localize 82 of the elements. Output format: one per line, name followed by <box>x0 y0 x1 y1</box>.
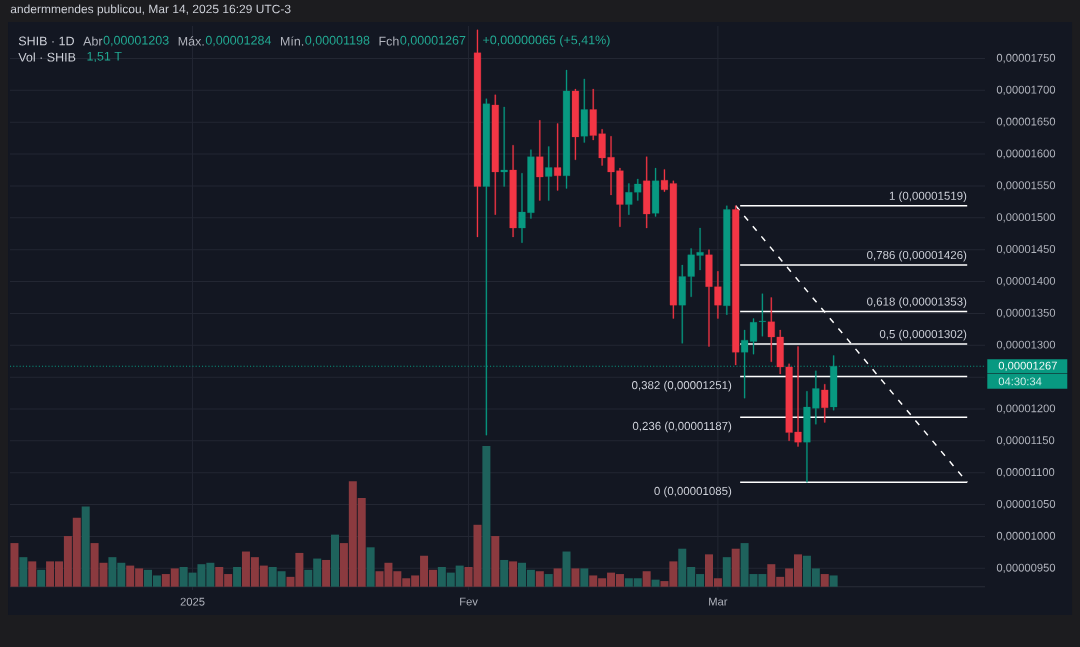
x-tick-label: Mar <box>709 597 728 606</box>
candlestick <box>554 123 562 191</box>
y-tick-label: 0,00001350 <box>996 308 1056 319</box>
bar <box>642 571 651 587</box>
y-tick-label: 0,00001750 <box>996 53 1056 64</box>
candlestick <box>545 146 553 201</box>
series-label: 0,786 (0,00001426) <box>867 250 967 262</box>
bar <box>500 559 509 587</box>
candlestick <box>509 145 517 238</box>
candlestick <box>821 384 829 423</box>
candlestick <box>732 205 740 366</box>
y-tick-label: 0,00001050 <box>996 499 1056 510</box>
y-tick-label: 0,00001100 <box>996 468 1055 478</box>
bar <box>722 557 731 587</box>
ref-line-label: 0,00001267 <box>998 361 1057 371</box>
bar <box>482 446 491 587</box>
text: SHIB · 1D <box>18 36 74 46</box>
series-label: 1 (0,00001519) <box>889 191 967 203</box>
series-label: 0,618 (0,00001353) <box>867 297 967 308</box>
candlestick <box>562 69 571 189</box>
annotation: 0,00001203 <box>103 35 169 47</box>
bar <box>820 574 829 587</box>
bar <box>829 575 838 587</box>
bar <box>535 571 544 587</box>
candlestick <box>473 29 482 238</box>
y-tick-label: 0,00001500 <box>996 213 1056 223</box>
annotation: Máx. <box>178 36 204 46</box>
series-label: 0 (0,00001085) <box>654 486 732 498</box>
series-label: 0,5 (0,00001302) <box>879 329 967 341</box>
candlestick <box>500 106 508 187</box>
bar <box>366 547 375 587</box>
candlestick <box>580 78 588 143</box>
annotation: 0,00001198 <box>305 35 370 47</box>
text: andermmendes publicou, Mar 14, 2025 16:29 UTC-3 <box>10 4 291 16</box>
y-tick-label: 0,00001000 <box>996 531 1056 542</box>
candlestick <box>652 167 660 217</box>
y-tick-label: 0,00001300 <box>996 340 1056 350</box>
bar <box>10 543 19 587</box>
candlestick <box>723 205 731 315</box>
series-label: 0,382 (0,00001251) <box>631 380 732 392</box>
annotation: Abr <box>83 36 103 46</box>
series-label: 0,236 (0,00001187) <box>632 421 732 433</box>
annotation: +0,00000065 (+5,41%) <box>483 35 610 47</box>
candlestick <box>571 88 579 160</box>
candlestick <box>536 120 544 201</box>
y-tick-label: 0,00000950 <box>996 563 1056 573</box>
bar <box>81 506 90 587</box>
y-tick-label: 0,00001600 <box>996 149 1056 159</box>
candlestick <box>643 156 651 229</box>
annotation: 0,00001284 <box>205 35 272 47</box>
bar <box>562 551 571 587</box>
bar <box>580 568 589 587</box>
y-tick-label: 0,00001200 <box>996 404 1056 414</box>
candlestick <box>758 293 766 337</box>
annotation: Fch <box>379 36 399 46</box>
y-tick-label: 0,00001400 <box>996 276 1056 287</box>
bar <box>651 579 660 587</box>
candlestick <box>491 94 499 215</box>
bar <box>28 561 37 587</box>
bar <box>331 534 340 587</box>
bar <box>509 561 518 587</box>
x-tick-label: Fev <box>460 597 478 606</box>
y-tick-label: 0,00001150 <box>996 436 1055 446</box>
y-tick-label: 0,00001650 <box>996 117 1056 127</box>
bar <box>731 548 740 587</box>
text: 04:30:34 <box>998 377 1042 386</box>
y-tick-label: 0,00001450 <box>996 245 1056 255</box>
bar <box>571 568 580 587</box>
bar <box>322 559 331 587</box>
bar <box>37 569 46 587</box>
x-tick-label: 2025 <box>180 597 205 606</box>
bar <box>544 574 553 587</box>
annotation: 0,00001267 <box>400 35 466 47</box>
chart-title: Vol · SHIB <box>18 52 76 62</box>
bar <box>233 567 242 587</box>
y-tick-label: 0,00001550 <box>996 181 1056 191</box>
annotation: Mín. <box>280 36 304 46</box>
y-tick-label: 0,00001700 <box>996 85 1056 95</box>
annotation: 1,51 T <box>87 51 122 63</box>
bar <box>19 557 28 587</box>
bar <box>553 568 562 587</box>
bar <box>491 536 500 587</box>
